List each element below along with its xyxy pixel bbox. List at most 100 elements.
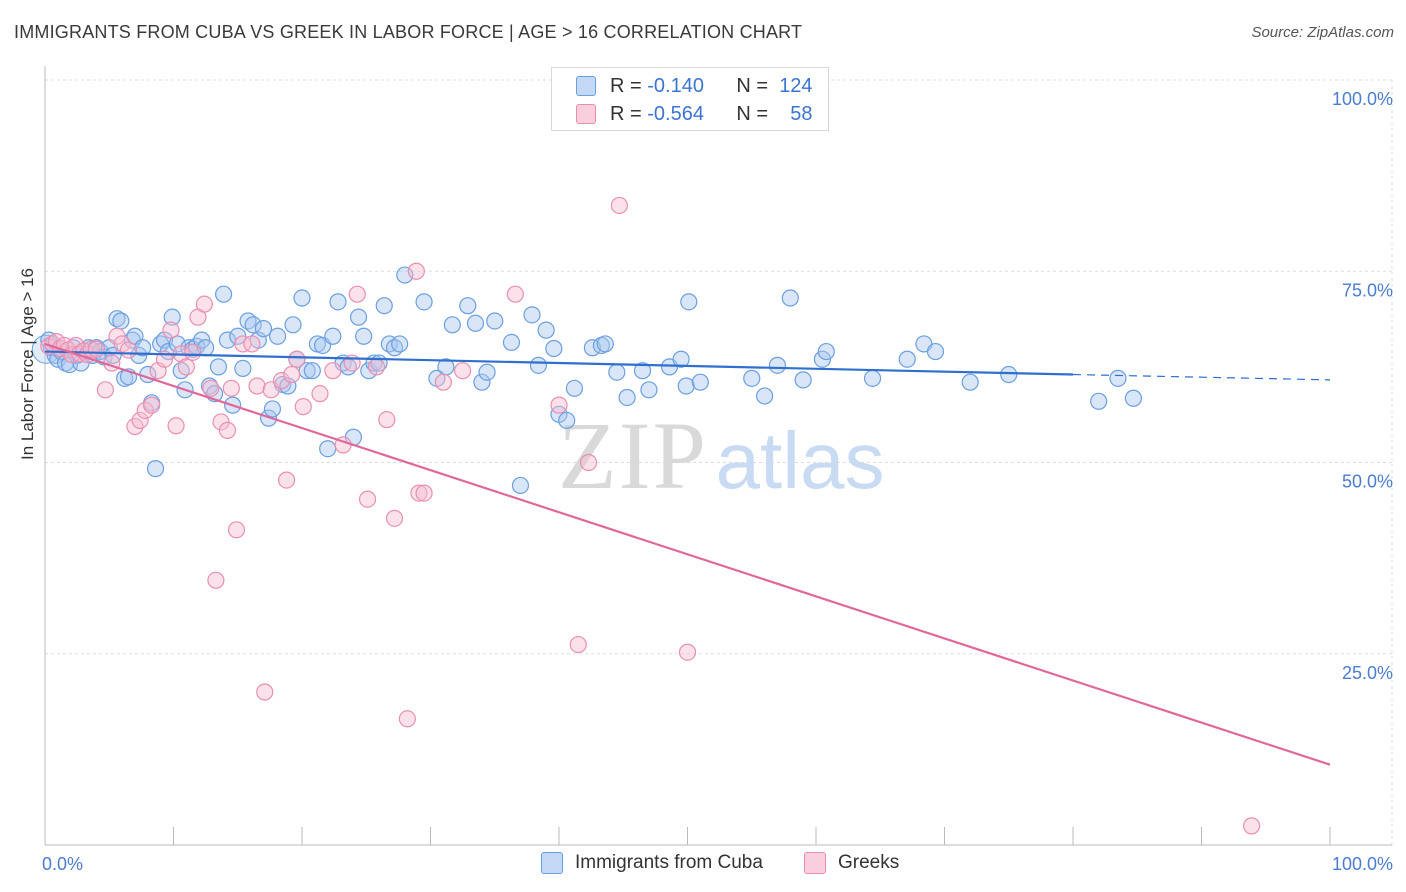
scatter-point-cuba	[303, 362, 321, 380]
scatter-point-cuba	[263, 400, 282, 418]
scatter-point-greek	[348, 285, 366, 303]
scatter-point-cuba	[618, 388, 636, 407]
scatter-point-cuba	[677, 377, 695, 395]
chart-title: IMMIGRANTS FROM CUBA VS GREEK IN LABOR F…	[14, 22, 803, 42]
trendline-cuba	[44, 350, 1074, 376]
watermark-atlas: atlas	[716, 416, 885, 505]
tick-labels: 25.0% 50.0% 75.0% 100.0% 0.0% 100.0%	[42, 89, 1393, 874]
trend-lines	[44, 342, 1331, 766]
scatter-point-cuba	[596, 335, 614, 353]
scatter-point-cuba	[375, 297, 393, 315]
scatter-point-cuba	[502, 333, 521, 351]
scatter-point-greek	[143, 396, 161, 414]
scatter-point-greek	[288, 350, 306, 368]
scatter-point-greek	[311, 385, 329, 403]
grid-lines	[45, 79, 1393, 845]
scatter-point-greek	[272, 372, 291, 390]
trendline-cuba-extension	[1072, 373, 1331, 381]
legend-swatch-greeks	[576, 104, 596, 124]
scatter-point-greek	[579, 453, 598, 472]
scatter-point-greek	[167, 417, 185, 435]
legend-n-label: N =	[736, 74, 769, 97]
scatter-point-greek	[119, 341, 138, 359]
scatter-point-cuba	[319, 440, 337, 458]
scatter-point-cuba	[443, 316, 461, 334]
scatter-point-cuba	[284, 316, 302, 334]
y-tick-label: 25.0%	[1342, 663, 1393, 683]
scatter-point-cuba	[511, 476, 530, 495]
legend-n-value: 58	[790, 102, 813, 125]
scatter-point-greek	[96, 381, 114, 399]
scatter-point-greek	[678, 643, 697, 661]
scatter-point-cuba	[558, 411, 576, 430]
scatter-point-cuba	[794, 371, 812, 389]
trendline-greeks	[44, 342, 1331, 766]
y-tick-label: 100.0%	[1332, 89, 1393, 109]
scatter-point-greek	[610, 196, 628, 215]
scatter-point-greek	[222, 379, 240, 397]
legend-label-greeks: Greeks	[838, 852, 900, 873]
scatter-point-greek	[407, 262, 425, 280]
scatter-point-cuba	[633, 362, 652, 380]
scatter-point-cuba	[215, 285, 233, 303]
scatter-point-cuba	[209, 358, 228, 376]
scatter-point-cuba	[146, 460, 165, 478]
axes	[44, 66, 1392, 846]
legend-r-value: -0.140	[647, 74, 704, 97]
scatter-point-cuba	[134, 339, 152, 357]
scatter-point-cuba	[478, 363, 496, 381]
scatter-point-greek	[283, 365, 301, 384]
scatter-point-greek	[324, 362, 342, 380]
legend-row-cuba: R = -0.140 N = 124	[576, 74, 813, 98]
scatter-point-cuba	[473, 373, 491, 391]
legend-r-label: R =	[610, 102, 642, 125]
scatter-point-greek	[195, 295, 213, 313]
scatter-point-cuba	[961, 373, 979, 391]
scatter-point-cuba	[112, 312, 130, 330]
scatter-point-greek	[248, 377, 266, 395]
scatter-point-greek	[415, 484, 433, 502]
watermark: ZIP atlas	[558, 402, 884, 509]
scatter-point-cuba	[254, 320, 273, 338]
scatter-point-cuba	[743, 369, 761, 387]
scatter-point-greek	[454, 362, 472, 380]
scatter-point-greek	[87, 340, 106, 358]
legend-item-cuba: Immigrants from Cuba	[541, 852, 763, 874]
scatter-point-cuba	[1124, 389, 1142, 407]
scatter-point-cuba	[324, 327, 342, 345]
scatter-point-greek	[569, 635, 587, 654]
scatter-point-cuba	[817, 342, 835, 361]
watermark-zip: ZIP	[558, 402, 708, 509]
series-greeks	[40, 196, 1261, 835]
scatter-point-greek	[207, 571, 225, 589]
scatter-point-cuba	[640, 381, 658, 399]
scatter-point-greek	[378, 411, 396, 429]
scatter-point-cuba	[608, 363, 626, 381]
scatter-point-cuba	[781, 289, 799, 307]
scatter-point-cuba	[529, 356, 548, 374]
y-axis-label: In Labor Force | Age > 16	[18, 267, 37, 460]
scatter-point-greek	[218, 421, 237, 439]
scatter-point-cuba	[268, 327, 287, 345]
scatter-point-greek	[177, 358, 195, 376]
y-tick-label: 50.0%	[1342, 472, 1393, 492]
scatter-point-cuba	[486, 312, 504, 330]
x-tick-label: 0.0%	[42, 854, 83, 874]
scatter-point-greek	[277, 471, 296, 489]
legend-row-greeks: R = -0.564 N = 58	[576, 102, 813, 126]
scatter-point-cuba	[1090, 392, 1108, 410]
scatter-point-cuba	[355, 327, 373, 345]
scatter-point-cuba	[1109, 369, 1127, 387]
source-label: Source: ZipAtlas.com	[1251, 24, 1394, 41]
scatter-point-greek	[131, 411, 149, 430]
scatter-point-greek	[234, 335, 252, 353]
scatter-point-cuba	[234, 359, 252, 378]
scatter-point-greek	[184, 343, 202, 361]
scatter-point-greek	[113, 335, 131, 353]
scatter-point-greek	[162, 321, 180, 339]
scatter-point-cuba	[863, 369, 882, 387]
scatter-point-greek	[358, 490, 377, 508]
scatter-point-greek	[506, 285, 524, 303]
scatter-point-greek	[398, 710, 416, 728]
